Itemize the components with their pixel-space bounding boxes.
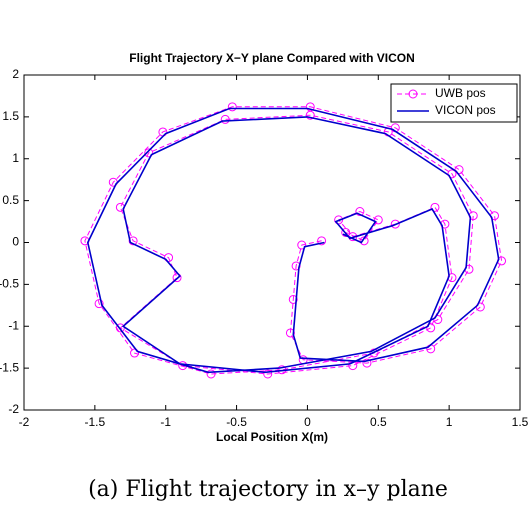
uwb-marker (206, 369, 216, 379)
y-tick-label: -2 (8, 402, 19, 416)
y-tick-label: 2 (12, 67, 19, 81)
uwb-marker (220, 114, 230, 124)
x-tick-label: -2 (19, 415, 30, 429)
uwb-marker (317, 236, 327, 246)
x-axis-label: Local Position X(m) (216, 430, 328, 444)
x-tick-label: 0 (304, 415, 311, 429)
x-tick-label: -0.5 (226, 415, 247, 429)
uwb-marker (359, 236, 369, 246)
uwb-marker (430, 202, 440, 212)
uwb-marker (288, 294, 298, 304)
uwb-marker (341, 227, 351, 237)
uwb-marker (128, 236, 138, 246)
x-tick-label: 0.5 (370, 415, 387, 429)
y-tick-label: 1.5 (2, 109, 19, 123)
uwb-marker (426, 323, 436, 333)
uwb-marker (227, 102, 237, 112)
uwb-marker (144, 148, 154, 158)
series-line (84, 106, 503, 375)
uwb-marker (390, 219, 400, 229)
uwb-marker (94, 299, 104, 309)
legend-label: UWB pos (435, 86, 486, 100)
uwb-marker (130, 348, 140, 358)
x-tick-label: 1.5 (512, 415, 529, 429)
y-tick-label: 0.5 (2, 193, 19, 207)
y-tick-label: -1 (8, 318, 19, 332)
uwb-marker (373, 215, 383, 225)
uwb-marker (355, 207, 365, 217)
x-tick-label: -1 (160, 415, 171, 429)
y-tick-label: 0 (12, 235, 19, 249)
y-tick-label: 1 (12, 151, 19, 165)
uwb-marker (305, 110, 315, 120)
uwb-marker (433, 315, 443, 325)
x-tick-label: 1 (446, 415, 453, 429)
caption: (a) Flight trajectory in x–y plane (88, 477, 448, 502)
uwb-marker (297, 240, 307, 250)
y-tick-label: -0.5 (0, 277, 19, 291)
legend-label: VICON pos (435, 103, 496, 117)
y-tick-label: -1.5 (0, 360, 19, 374)
series-line (86, 107, 500, 374)
uwb-marker (285, 328, 295, 338)
x-tick-label: -1.5 (85, 415, 106, 429)
uwb-marker (263, 369, 273, 379)
chart-title: Flight Trajectory X−Y plane Compared wit… (129, 51, 415, 65)
uwb-marker (362, 358, 372, 368)
legend-marker (408, 89, 418, 99)
